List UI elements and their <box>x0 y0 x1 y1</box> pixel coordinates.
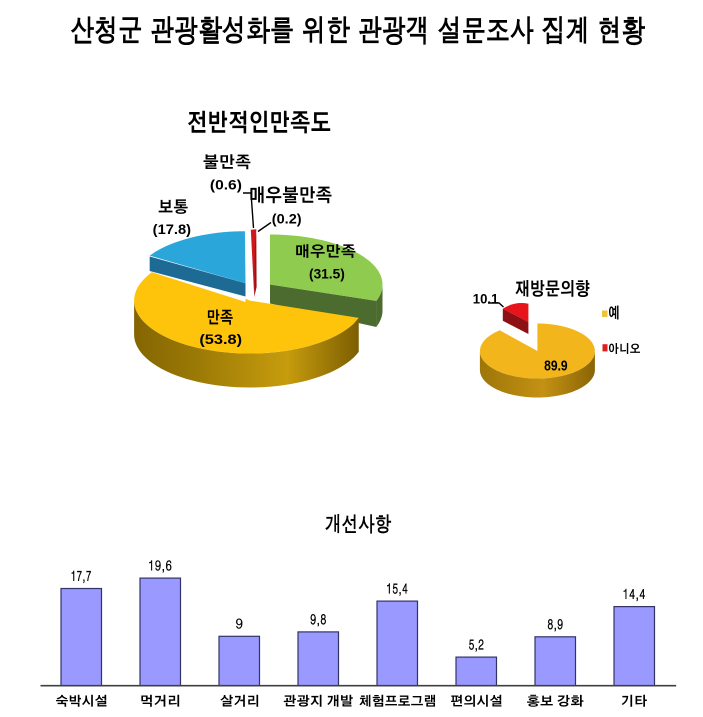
svg-text:(17.8): (17.8) <box>153 221 191 237</box>
svg-text:(0.2): (0.2) <box>272 211 302 227</box>
svg-text:(0.6): (0.6) <box>210 177 242 193</box>
svg-text:89.9: 89.9 <box>544 359 568 375</box>
svg-text:(31.5): (31.5) <box>309 266 345 282</box>
svg-text:(53.8): (53.8) <box>199 331 242 347</box>
svg-text:10.1: 10.1 <box>473 291 499 307</box>
